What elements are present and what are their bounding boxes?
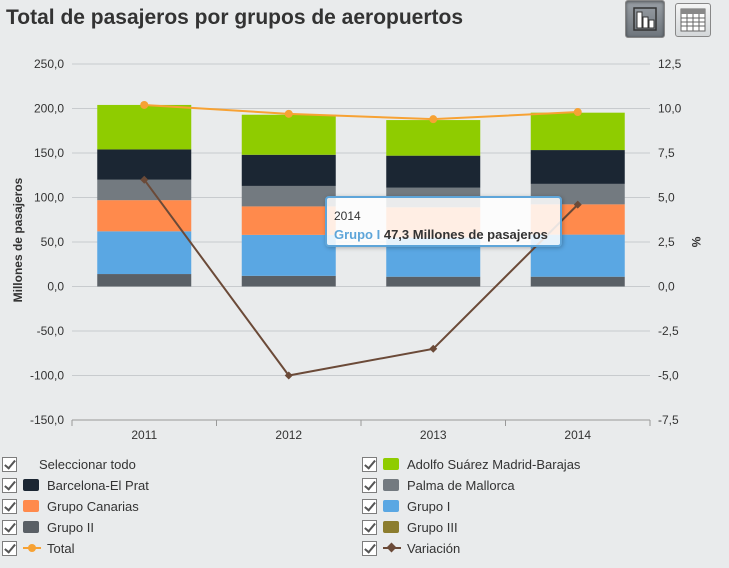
swatch-palma — [383, 479, 399, 491]
point-variaci-n-2012 — [284, 371, 293, 380]
bar-palma-de-mallorca-2011 — [97, 179, 192, 201]
y2-tick-label: -2,5 — [658, 324, 679, 338]
bar-grupo-canarias-2012 — [241, 206, 336, 235]
checkbox-icon[interactable] — [2, 498, 17, 514]
y2-tick-label: -5,0 — [658, 369, 679, 383]
legend-item-canarias[interactable]: Grupo Canarias — [2, 496, 139, 516]
point-total-2013 — [429, 115, 438, 124]
checkbox-icon[interactable] — [2, 540, 17, 556]
y-tick-label: 50,0 — [41, 235, 65, 249]
swatch-variacion — [383, 542, 401, 554]
x-tick-label: 2011 — [131, 428, 157, 442]
swatch-grupo-i — [383, 500, 399, 512]
swatch-grupo-iii — [383, 521, 399, 533]
legend-item-variacion[interactable]: Variación — [362, 538, 460, 558]
y-tick-label: 100,0 — [34, 191, 64, 205]
legend-item-select-all[interactable]: Seleccionar todo — [2, 454, 136, 474]
bar-adolfo-su-rez-madrid-barajas-2013 — [386, 120, 481, 156]
bar-grupo-canarias-2011 — [97, 200, 192, 232]
x-tick-label: 2012 — [275, 428, 302, 442]
checkbox-icon[interactable] — [2, 456, 17, 472]
y2-tick-label: 10,0 — [658, 102, 682, 116]
chart-title: Total de pasajeros por grupos de aeropue… — [6, 6, 464, 29]
bar-grupo-ii-2014 — [530, 276, 625, 287]
legend-item-madrid-barajas[interactable]: Adolfo Suárez Madrid-Barajas — [362, 454, 580, 474]
y2-tick-label: 5,0 — [658, 191, 675, 205]
checkbox-icon[interactable] — [362, 456, 377, 472]
swatch-total — [23, 542, 41, 554]
y-axis-label: Millones de pasajeros — [11, 177, 25, 302]
y-axis-left: 250,0 200,0 150,0 100,0 50,0 0,0 -50,0 -100,0 -1… — [30, 57, 64, 427]
bar-grupo-i-2011 — [97, 231, 192, 275]
tooltip-category: 2014 — [334, 209, 361, 223]
swatch-barcelona — [23, 479, 39, 491]
table-icon — [680, 8, 706, 32]
bar-grupo-ii-2011 — [97, 274, 192, 287]
bar-grupo-ii-2013 — [386, 276, 481, 287]
swatch-madrid-barajas — [383, 458, 399, 470]
point-variaci-n-2014 — [573, 200, 582, 209]
point-total-2011 — [140, 100, 149, 109]
point-variaci-n-2011 — [140, 175, 149, 184]
table-view-button[interactable] — [675, 3, 711, 37]
bar-adolfo-su-rez-madrid-barajas-2014 — [530, 112, 625, 151]
swatch-canarias — [23, 500, 39, 512]
y-tick-label: -50,0 — [37, 324, 65, 338]
y-tick-label: 200,0 — [34, 102, 64, 116]
y-tick-label: -100,0 — [30, 369, 64, 383]
tooltip-series: Grupo I — [334, 227, 381, 242]
legend-item-palma[interactable]: Palma de Mallorca — [362, 475, 515, 495]
legend-item-grupo-iii[interactable]: Grupo III — [362, 517, 458, 537]
y2-tick-label: 12,5 — [658, 57, 682, 71]
tooltip: 2014 Grupo I 47,3 Millones de pasajeros — [325, 196, 562, 247]
y2-axis-label: % — [689, 237, 703, 248]
line-variaci-n — [143, 179, 579, 377]
checkbox-icon[interactable] — [362, 519, 377, 535]
swatch-grupo-ii — [23, 521, 39, 533]
bar-grupo-ii-2012 — [241, 275, 336, 287]
line-total — [144, 103, 578, 121]
point-total-2014 — [573, 108, 582, 117]
legend-item-total[interactable]: Total — [2, 538, 74, 558]
legend-item-grupo-ii[interactable]: Grupo II — [2, 517, 94, 537]
checkbox-icon[interactable] — [2, 477, 17, 493]
x-tick-label: 2013 — [420, 428, 447, 442]
bar-adolfo-su-rez-madrid-barajas-2011 — [97, 104, 192, 150]
bar-barcelona-el-prat-2014 — [530, 150, 625, 184]
bar-grupo-i-2012 — [241, 234, 336, 276]
x-axis: 2011 2012 2013 2014 — [71, 419, 651, 442]
y-tick-label: 150,0 — [34, 146, 64, 160]
point-variaci-n-2013 — [429, 344, 438, 353]
y2-tick-label: 2,5 — [658, 235, 675, 249]
line-series — [140, 100, 582, 380]
y-axis-right: 12,5 10,0 7,5 5,0 2,5 0,0 -2,5 -5,0 -7,5 — [658, 57, 682, 427]
checkbox-icon[interactable] — [362, 498, 377, 514]
point-total-2012 — [284, 109, 293, 118]
bar-chart-icon — [633, 7, 657, 31]
checkbox-icon[interactable] — [362, 477, 377, 493]
legend-item-barcelona[interactable]: Barcelona-El Prat — [2, 475, 149, 495]
x-tick-label: 2014 — [564, 428, 591, 442]
chart-view-button[interactable] — [625, 0, 665, 38]
legend-item-grupo-i[interactable]: Grupo I — [362, 496, 450, 516]
y-tick-label: 0,0 — [47, 280, 64, 294]
checkbox-icon[interactable] — [362, 540, 377, 556]
bar-palma-de-mallorca-2012 — [241, 185, 336, 207]
bar-barcelona-el-prat-2011 — [97, 149, 192, 180]
bar-barcelona-el-prat-2013 — [386, 155, 481, 188]
y-tick-label: -150,0 — [30, 413, 64, 427]
bar-adolfo-su-rez-madrid-barajas-2012 — [241, 114, 336, 155]
y2-tick-label: 0,0 — [658, 280, 675, 294]
tooltip-value: 47,3 Millones de pasajeros — [383, 227, 548, 242]
bar-barcelona-el-prat-2012 — [241, 154, 336, 186]
checkbox-icon[interactable] — [2, 519, 17, 535]
y2-tick-label: 7,5 — [658, 146, 675, 160]
y-tick-label: 250,0 — [34, 57, 64, 71]
y2-tick-label: -7,5 — [658, 413, 679, 427]
